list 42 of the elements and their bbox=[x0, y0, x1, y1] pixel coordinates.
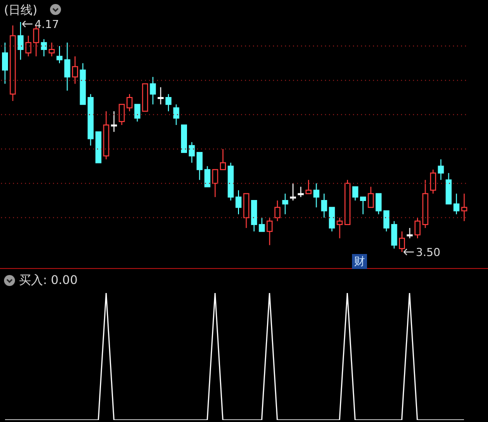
candlestick bbox=[414, 217, 421, 239]
candlestick bbox=[336, 217, 343, 239]
candlestick bbox=[150, 76, 156, 105]
candlestick bbox=[368, 186, 374, 208]
candlestick bbox=[398, 230, 405, 252]
candlestick bbox=[258, 217, 265, 232]
candlestick bbox=[110, 110, 117, 132]
candlestick bbox=[64, 42, 70, 92]
candlestick bbox=[212, 169, 218, 198]
candlestick bbox=[461, 193, 468, 222]
candlestick bbox=[290, 182, 296, 202]
candlestick bbox=[40, 38, 47, 57]
candlestick bbox=[48, 42, 55, 57]
candlestick bbox=[236, 190, 242, 215]
candlestick bbox=[430, 169, 436, 194]
chart-title: (日线) bbox=[4, 2, 38, 19]
candlestick bbox=[282, 193, 288, 215]
candlestick bbox=[204, 166, 210, 188]
candlestick bbox=[173, 104, 180, 126]
candlestick bbox=[165, 94, 172, 112]
candlestick bbox=[274, 200, 280, 222]
candlestick bbox=[438, 158, 444, 180]
candlestick bbox=[453, 193, 460, 215]
candlestick bbox=[313, 182, 320, 208]
chart-title: 买入: 0.00 bbox=[19, 272, 78, 289]
candlestick bbox=[134, 104, 140, 122]
candlestick bbox=[56, 46, 62, 64]
annotation: 4.17 bbox=[34, 18, 59, 31]
annotation: 3.50 bbox=[416, 246, 440, 259]
candlestick bbox=[376, 193, 382, 215]
candlestick bbox=[72, 56, 78, 84]
candlestick bbox=[266, 217, 273, 246]
text: 财 bbox=[352, 254, 367, 269]
candlestick bbox=[306, 179, 312, 194]
candlestick bbox=[220, 148, 226, 170]
candlestick bbox=[2, 42, 8, 84]
candlestick bbox=[158, 86, 164, 105]
candlestick bbox=[406, 227, 413, 239]
candlestick bbox=[328, 206, 335, 232]
candlestick bbox=[18, 22, 24, 60]
candlestick bbox=[321, 193, 328, 218]
candlestick bbox=[298, 186, 304, 198]
